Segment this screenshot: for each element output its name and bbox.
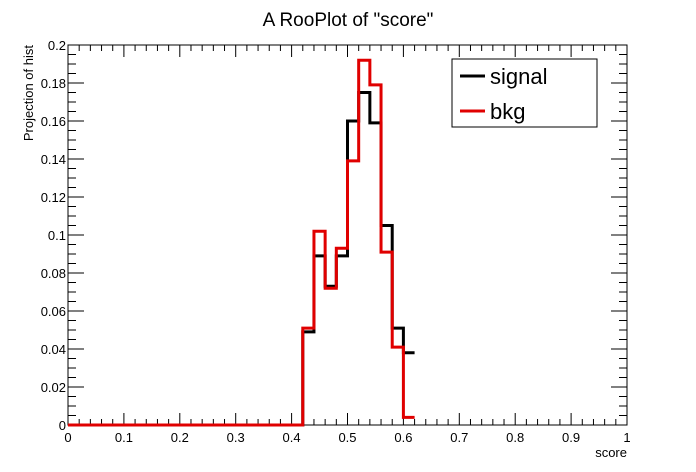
x-tick-label: 1 [623, 430, 630, 445]
series-bkg-line [68, 58, 415, 427]
y-tick-label: 0.02 [41, 380, 66, 395]
x-tick-label: 0 [64, 430, 71, 445]
x-tick-label: 0.6 [394, 430, 412, 445]
y-tick-label: 0.14 [41, 152, 66, 167]
y-axis-label: Projection of hist [21, 45, 36, 141]
y-tick-label: 0.12 [41, 190, 66, 205]
y-tick-label: 0 [59, 418, 66, 433]
chart-title: A RooPlot of "score" [263, 10, 434, 31]
y-tick-label: 0.04 [41, 342, 66, 357]
legend: signal bkg [451, 58, 598, 128]
y-tick-label: 0.08 [41, 266, 66, 281]
y-tick-label: 0.18 [41, 76, 66, 91]
x-tick-label: 0.7 [450, 430, 468, 445]
x-tick-label: 0.1 [115, 430, 133, 445]
x-axis-ticks: 0 0.1 0.2 0.3 0.4 0.5 0.6 0.7 0.8 0.9 1 [64, 45, 631, 445]
x-tick-label: 0.2 [171, 430, 189, 445]
y-tick-label: 0.2 [48, 38, 66, 53]
x-tick-label: 0.5 [338, 430, 356, 445]
series-layer [68, 58, 415, 427]
legend-box [451, 58, 598, 128]
x-tick-label: 0.8 [506, 430, 524, 445]
y-tick-label: 0.16 [41, 114, 66, 129]
y-tick-label: 0.06 [41, 304, 66, 319]
x-tick-label: 0.9 [562, 430, 580, 445]
legend-bkg-label: bkg [490, 99, 525, 124]
series-signal-line [68, 91, 415, 427]
x-axis-label: score [595, 445, 627, 460]
x-tick-label: 0.4 [283, 430, 301, 445]
y-tick-label: 0.1 [48, 228, 66, 243]
x-tick-label: 0.3 [227, 430, 245, 445]
legend-signal-label: signal [490, 64, 547, 89]
